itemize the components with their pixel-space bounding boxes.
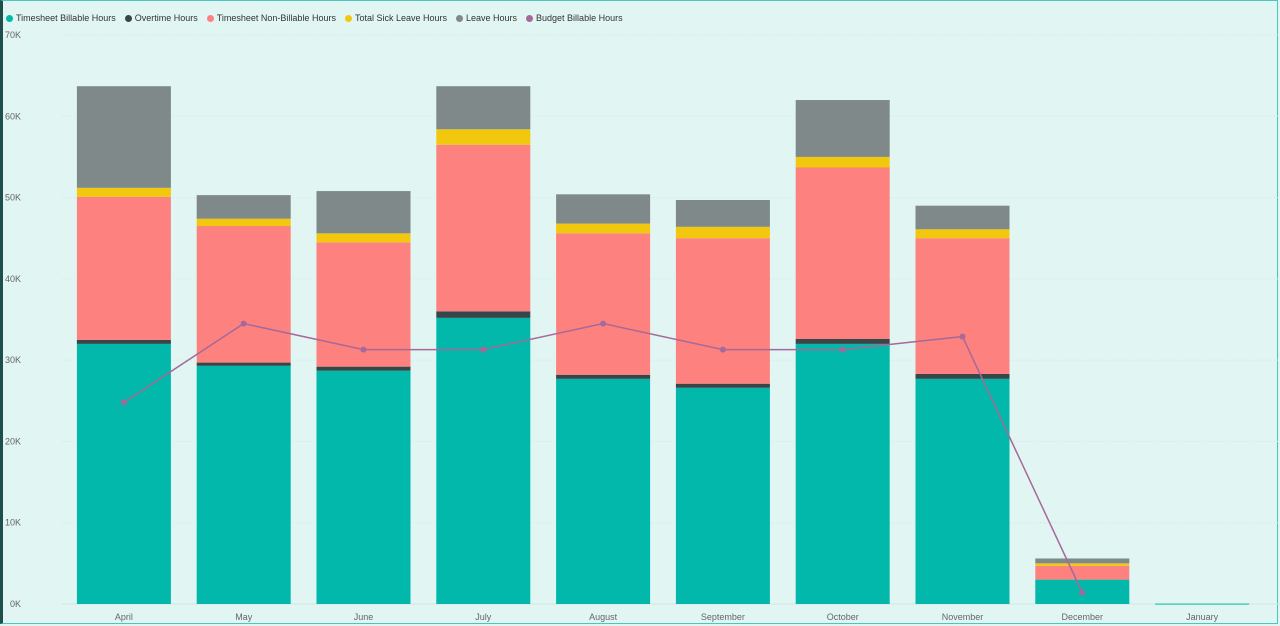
budget-point	[1079, 589, 1086, 596]
budget-point	[360, 346, 367, 353]
bar-segment	[675, 387, 770, 604]
legend-swatch	[526, 14, 534, 22]
y-tick-label: 50K	[5, 193, 21, 203]
bar-segment	[76, 86, 171, 188]
y-tick-label: 60K	[5, 111, 21, 121]
bar-segment	[556, 233, 651, 375]
budget-point	[719, 346, 726, 353]
bar-segment	[196, 226, 291, 363]
y-tick-label: 40K	[5, 274, 21, 284]
bar-segment	[915, 238, 1010, 374]
x-tick-label: October	[827, 612, 859, 622]
bar-segment	[436, 311, 531, 318]
bar-segment	[436, 86, 531, 130]
bar-segment	[675, 226, 770, 239]
bar-segment	[76, 196, 171, 340]
x-tick-label: November	[942, 612, 984, 622]
bar-segment	[196, 195, 291, 219]
bar-segment	[556, 194, 651, 224]
legend-swatch	[456, 14, 463, 22]
bar-segment	[316, 370, 411, 604]
x-tick-label: April	[115, 612, 133, 622]
budget-point	[120, 399, 127, 406]
legend-swatch	[344, 14, 352, 22]
x-tick-label: January	[1186, 612, 1219, 622]
legend-item[interactable]: Leave Hours	[456, 13, 517, 23]
bar-segment	[316, 366, 411, 371]
legend-label: Timesheet Billable Hours	[16, 13, 116, 23]
bar-segment	[76, 339, 171, 344]
legend-label: Overtime Hours	[134, 13, 198, 23]
bar-segment	[196, 365, 291, 604]
x-tick-label: December	[1062, 612, 1104, 622]
bar-segment	[795, 167, 890, 340]
legend-label: Total Sick Leave Hours	[354, 13, 447, 23]
bar-segment	[795, 343, 890, 604]
budget-point	[959, 333, 966, 340]
legend-item[interactable]: Budget Billable Hours	[526, 13, 623, 23]
x-tick-label: May	[235, 612, 253, 622]
bar-segment	[436, 144, 531, 312]
bar-segment	[76, 187, 171, 197]
x-tick-label: June	[354, 612, 374, 622]
legend-item[interactable]: Timesheet Billable Hours	[6, 13, 116, 23]
budget-point	[600, 320, 607, 327]
bar-segment	[795, 339, 890, 344]
budget-point	[839, 346, 846, 353]
bar-segment	[196, 362, 291, 366]
bar-segment	[915, 373, 1010, 379]
bar-segment	[76, 343, 171, 604]
bar-segment	[795, 100, 890, 157]
budget-point	[480, 346, 487, 353]
bar-segment	[436, 317, 531, 604]
bar-segment	[915, 205, 1010, 230]
bar-segment	[675, 238, 770, 384]
bar-segment	[795, 156, 890, 168]
bar-segment	[316, 233, 411, 243]
legend-item[interactable]: Timesheet Non-Billable Hours	[206, 13, 336, 23]
y-tick-label: 20K	[5, 436, 21, 446]
bar-segment	[316, 191, 411, 234]
legend-label: Leave Hours	[466, 13, 518, 23]
y-tick-label: 30K	[5, 355, 21, 365]
bar-segment	[675, 383, 770, 388]
bar-segment	[675, 200, 770, 227]
bar-segment	[196, 218, 291, 227]
bar-segment	[915, 229, 1010, 239]
chart-legend: Timesheet Billable Hours Overtime Hours Ti…	[6, 11, 623, 25]
budget-point	[240, 320, 247, 327]
legend-swatch	[124, 14, 132, 22]
bar-segment	[1035, 565, 1130, 580]
bar-segment	[556, 374, 651, 379]
bar-segment	[1035, 558, 1130, 564]
legend-label: Timesheet Non-Billable Hours	[216, 13, 336, 23]
y-tick-label: 10K	[5, 518, 21, 528]
legend-swatch	[6, 14, 13, 22]
bar-segment	[316, 242, 411, 367]
legend-item[interactable]: Overtime Hours	[124, 13, 198, 23]
bar-segment	[1035, 563, 1130, 566]
y-tick-label: 70K	[5, 30, 21, 40]
legend-label: Budget Billable Hours	[536, 13, 623, 23]
legend-item[interactable]: Total Sick Leave Hours	[344, 13, 447, 23]
bar-segment	[436, 129, 531, 145]
bar-segment	[556, 378, 651, 604]
legend-swatch	[206, 14, 214, 22]
x-tick-label: July	[475, 612, 492, 622]
bar-segment	[556, 223, 651, 234]
x-tick-label: September	[701, 612, 745, 622]
x-tick-label: August	[589, 612, 618, 622]
y-tick-label: 0K	[10, 599, 21, 609]
bar-segment	[915, 378, 1010, 604]
bar-segment	[1155, 603, 1250, 605]
